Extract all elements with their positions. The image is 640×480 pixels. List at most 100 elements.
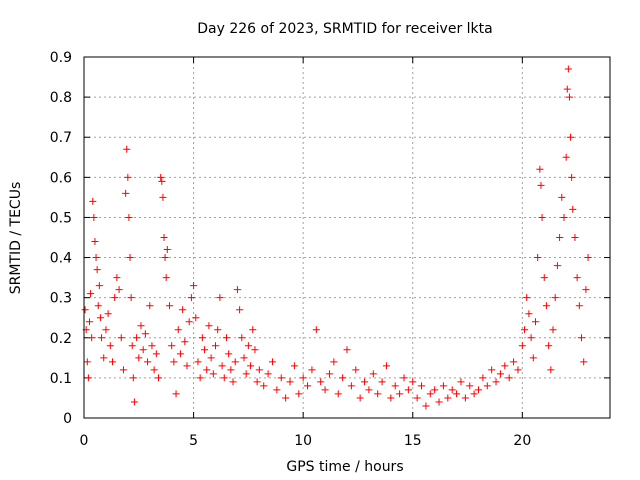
y-tick-label: 0.2 xyxy=(50,331,72,347)
data-point xyxy=(150,366,158,374)
data-point xyxy=(247,362,255,370)
y-tick-label: 0.3 xyxy=(50,291,72,307)
data-point xyxy=(139,346,147,354)
data-point xyxy=(273,386,281,394)
data-point xyxy=(268,358,276,366)
data-point xyxy=(225,350,233,358)
data-point xyxy=(365,386,373,394)
y-tick-label: 0.6 xyxy=(50,170,72,186)
data-point xyxy=(565,93,573,101)
data-point xyxy=(93,266,101,274)
data-point xyxy=(185,318,193,326)
data-point xyxy=(564,65,572,73)
data-point xyxy=(435,398,443,406)
data-point xyxy=(448,386,456,394)
data-point xyxy=(558,193,566,201)
data-point xyxy=(183,362,191,370)
data-point xyxy=(87,290,95,298)
y-tick-label: 0.9 xyxy=(50,50,72,66)
data-point xyxy=(117,334,125,342)
data-point xyxy=(242,370,250,378)
data-point xyxy=(325,370,333,378)
data-point xyxy=(563,85,571,93)
data-point xyxy=(277,374,285,382)
y-tick-label: 0.7 xyxy=(50,130,72,146)
data-point xyxy=(347,382,355,390)
data-point xyxy=(538,213,546,221)
data-point xyxy=(556,234,564,241)
data-point xyxy=(253,378,261,386)
data-point xyxy=(260,382,268,390)
data-point xyxy=(521,326,529,334)
data-point xyxy=(470,390,478,398)
data-point xyxy=(352,366,360,374)
data-point xyxy=(141,330,149,338)
data-point xyxy=(100,354,108,362)
data-point xyxy=(518,342,526,350)
data-point xyxy=(334,390,342,398)
data-point xyxy=(264,370,272,378)
data-point xyxy=(571,234,579,241)
y-tick-label: 0.8 xyxy=(50,90,72,106)
data-point xyxy=(179,306,187,314)
data-point xyxy=(529,354,537,362)
data-point xyxy=(400,374,408,382)
data-point xyxy=(582,286,590,294)
data-point xyxy=(431,386,439,394)
data-point xyxy=(444,394,452,402)
data-point xyxy=(514,366,522,374)
x-tick-label: 15 xyxy=(404,433,422,449)
data-point xyxy=(158,177,166,185)
data-point xyxy=(549,326,557,334)
data-point xyxy=(91,238,99,246)
data-point xyxy=(551,294,559,302)
data-point xyxy=(527,334,535,342)
data-point xyxy=(534,254,542,262)
data-point xyxy=(187,294,195,302)
data-point xyxy=(308,366,316,374)
x-tick-label: 10 xyxy=(294,433,312,449)
data-point xyxy=(227,366,235,374)
data-point xyxy=(361,378,369,386)
data-point xyxy=(584,254,592,262)
data-point xyxy=(90,213,98,221)
data-point xyxy=(106,342,114,350)
data-point xyxy=(233,286,241,294)
data-point xyxy=(92,254,100,262)
data-point xyxy=(111,294,119,302)
data-point xyxy=(104,310,112,318)
data-point xyxy=(251,346,259,354)
data-point xyxy=(135,354,143,362)
grid xyxy=(84,57,610,418)
data-point xyxy=(88,334,96,342)
data-point xyxy=(369,370,377,378)
data-point xyxy=(108,358,116,366)
data-point xyxy=(170,358,178,366)
data-point xyxy=(422,402,430,410)
data-point xyxy=(172,390,180,398)
data-point xyxy=(255,366,263,374)
data-point xyxy=(466,382,474,390)
data-point xyxy=(94,302,102,310)
data-point xyxy=(190,282,198,290)
data-point xyxy=(236,306,244,314)
data-point xyxy=(84,374,92,382)
chart-title: Day 226 of 2023, SRMTID for receiver lkt… xyxy=(197,21,492,37)
data-point xyxy=(168,342,176,350)
data-point xyxy=(330,358,338,366)
data-point xyxy=(290,362,298,370)
data-point xyxy=(137,322,145,330)
data-point xyxy=(295,390,303,398)
data-point xyxy=(562,153,570,161)
data-point xyxy=(152,350,160,358)
data-point xyxy=(545,342,553,350)
data-point xyxy=(578,334,586,342)
data-point xyxy=(126,254,134,262)
data-point xyxy=(194,358,202,366)
data-point xyxy=(160,234,168,241)
data-point xyxy=(203,366,211,374)
data-point xyxy=(238,334,246,342)
data-point xyxy=(356,394,364,402)
data-point xyxy=(89,197,97,205)
